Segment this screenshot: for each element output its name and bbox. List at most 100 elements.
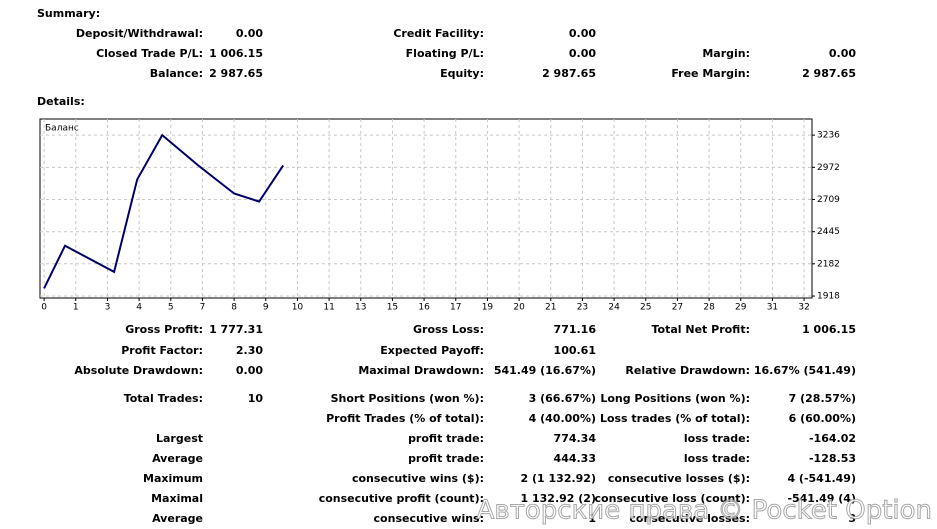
field-value: 7 (28.57%)	[789, 392, 856, 405]
field-label: consecutive profit (count):	[319, 492, 484, 505]
x-tick-label: 27	[672, 303, 683, 313]
field-label: Short Positions (won %):	[331, 392, 484, 405]
field-value: 0.00	[236, 27, 263, 40]
chart-title: Баланс	[45, 124, 79, 134]
field-value: 1 006.15	[802, 323, 856, 336]
x-tick-label: 17	[450, 303, 461, 313]
x-tick-label: 4	[136, 303, 142, 313]
x-tick-label: 0	[41, 303, 47, 313]
field-label: consecutive wins:	[374, 512, 484, 525]
field-value: 4 (-541.49)	[787, 472, 856, 485]
section-title: Details:	[37, 95, 85, 108]
field-label: profit trade:	[408, 452, 484, 465]
watermark: Авторские права © Pocket Option	[477, 496, 932, 526]
field-label: consecutive losses ($):	[608, 472, 750, 485]
x-tick-label: 25	[640, 303, 651, 313]
field-label: Credit Facility:	[393, 27, 484, 40]
x-tick-label: 24	[608, 303, 620, 313]
x-tick-label: 8	[231, 303, 237, 313]
x-tick-label: 23	[577, 303, 588, 313]
x-tick-label: 21	[545, 303, 556, 313]
field-label: Gross Loss:	[413, 323, 484, 336]
field-label: loss trade:	[684, 432, 750, 445]
x-tick-label: 7	[200, 303, 206, 313]
field-value: 2 (1 132.92)	[521, 472, 596, 485]
field-label: Total Net Profit:	[652, 323, 751, 336]
field-label: Relative Drawdown:	[625, 364, 750, 377]
x-tick-label: 9	[263, 303, 269, 313]
field-value: 444.33	[554, 452, 596, 465]
field-label: consecutive losses:	[629, 512, 750, 525]
field-label: Maximal	[151, 492, 203, 505]
y-tick-label: 2445	[817, 227, 840, 237]
field-label: Average	[152, 452, 203, 465]
field-value: 3 (66.67%)	[529, 392, 596, 405]
field-label: Balance:	[150, 67, 203, 80]
field-label: Deposit/Withdrawal:	[76, 27, 203, 40]
x-tick-label: 11	[323, 303, 334, 313]
x-tick-label: 16	[418, 303, 430, 313]
field-label: loss trade:	[684, 452, 750, 465]
field-label: Expected Payoff:	[380, 344, 484, 357]
field-value: 2 987.65	[209, 67, 263, 80]
section-title: Summary:	[37, 7, 100, 20]
field-value: 541.49 (16.67%)	[494, 364, 596, 377]
field-label: Floating P/L:	[406, 47, 484, 60]
field-label: Maximal Drawdown:	[358, 364, 484, 377]
field-label: Absolute Drawdown:	[74, 364, 203, 377]
field-label: Maximum	[143, 472, 203, 485]
field-value: 2.30	[236, 344, 263, 357]
x-tick-label: 19	[482, 303, 494, 313]
field-value: 0.00	[829, 47, 856, 60]
field-value: 0.00	[569, 27, 596, 40]
field-label: Average	[152, 512, 203, 525]
field-label: Margin:	[702, 47, 750, 60]
x-tick-label: 29	[735, 303, 747, 313]
field-value: 0.00	[569, 47, 596, 60]
field-label: profit trade:	[408, 432, 484, 445]
field-value: 10	[248, 392, 264, 405]
field-value: 2 987.65	[802, 67, 856, 80]
field-label: consecutive wins ($):	[352, 472, 484, 485]
field-label: Free Margin:	[671, 67, 750, 80]
field-value: 0.00	[236, 364, 263, 377]
field-value: 4 (40.00%)	[529, 412, 596, 425]
field-value: -164.02	[809, 432, 856, 445]
y-tick-label: 2709	[817, 195, 840, 205]
x-tick-label: 10	[292, 303, 304, 313]
field-value: 1 132.92 (2)	[521, 492, 596, 505]
field-label: Long Positions (won %):	[600, 392, 750, 405]
field-label: Equity:	[440, 67, 484, 80]
y-tick-label: 2182	[817, 259, 840, 269]
field-label: Profit Factor:	[121, 344, 203, 357]
field-label: Gross Profit:	[125, 323, 203, 336]
x-tick-label: 1	[73, 303, 79, 313]
field-value: -541.49 (4)	[787, 492, 856, 505]
field-label: Largest	[156, 432, 203, 445]
field-value: 2 987.65	[542, 67, 596, 80]
y-tick-label: 2972	[817, 163, 840, 173]
field-value: 6 (60.00%)	[789, 412, 856, 425]
field-value: 1 006.15	[209, 47, 263, 60]
field-label: Loss trades (% of total):	[600, 412, 750, 425]
chart-frame	[39, 118, 813, 299]
field-value: 100.61	[554, 344, 596, 357]
y-tick-label: 1918	[817, 292, 840, 302]
x-tick-label: 15	[387, 303, 398, 313]
y-tick-label: 3236	[817, 131, 840, 141]
x-tick-label: 3	[105, 303, 111, 313]
field-value: 774.34	[554, 432, 597, 445]
x-tick-label: 32	[798, 303, 809, 313]
field-label: consecutive loss (count):	[595, 492, 750, 505]
x-tick-label: 20	[513, 303, 525, 313]
field-value: 1 777.31	[209, 323, 263, 336]
x-tick-label: 28	[703, 303, 715, 313]
x-tick-label: 5	[168, 303, 174, 313]
field-label: Closed Trade P/L:	[96, 47, 203, 60]
field-label: Total Trades:	[124, 392, 203, 405]
field-label: Profit Trades (% of total):	[326, 412, 484, 425]
field-value: -128.53	[809, 452, 856, 465]
field-value: 16.67% (541.49)	[754, 364, 856, 377]
x-tick-label: 31	[767, 303, 778, 313]
